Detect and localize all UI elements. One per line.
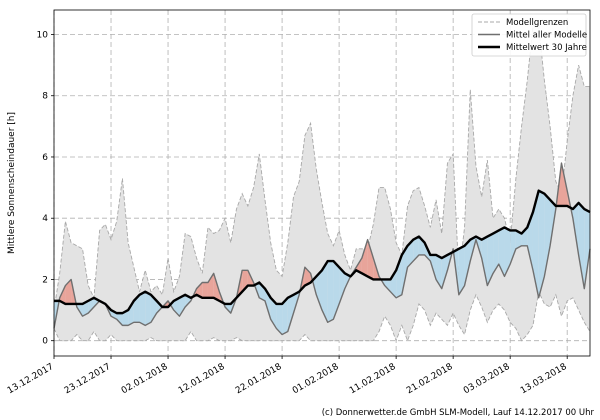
below-average-fill xyxy=(515,230,522,249)
below-average-fill xyxy=(128,300,134,326)
above-average-fill xyxy=(65,279,72,304)
below-average-fill xyxy=(316,270,322,311)
x-tick-label: 02.01.2018 xyxy=(120,362,170,397)
y-tick-label: 0 xyxy=(42,337,48,347)
below-average-fill xyxy=(150,294,157,323)
below-average-fill xyxy=(441,254,448,289)
below-average-fill xyxy=(287,294,294,332)
below-average-fill xyxy=(322,261,328,323)
y-tick-label: 8 xyxy=(42,92,48,102)
below-average-fill xyxy=(333,261,340,320)
legend-box xyxy=(471,13,587,57)
y-axis-title: Mittlere Sonnenscheindauer [h] xyxy=(7,112,17,254)
model-range-upper-line xyxy=(53,24,590,311)
plot-area xyxy=(53,9,591,357)
below-average-fill xyxy=(396,254,402,298)
below-average-fill xyxy=(584,209,590,289)
y-tick-layer: 0 2 4 6 8 10 xyxy=(37,30,54,347)
below-average-fill xyxy=(493,230,499,274)
above-average-fill xyxy=(361,239,368,277)
below-average-fill xyxy=(122,310,129,326)
legend-label: Mittelwert 30 Jahre xyxy=(506,43,587,53)
x-tick-label: 22.01.2018 xyxy=(234,362,284,397)
below-average-fill xyxy=(510,230,516,265)
y-tick-label: 6 xyxy=(42,153,48,163)
below-average-fill xyxy=(145,291,151,326)
below-average-fill xyxy=(390,270,397,298)
below-average-fill xyxy=(458,245,465,295)
y-tick-label: 10 xyxy=(37,30,49,40)
below-average-fill xyxy=(464,239,471,286)
below-average-fill xyxy=(401,245,408,295)
x-tick-label: 13.03.2018 xyxy=(519,362,569,397)
legend-label: Mittel aller Modelle xyxy=(506,31,587,41)
below-average-fill xyxy=(282,297,288,335)
below-average-fill xyxy=(339,267,345,304)
y-tick-label: 4 xyxy=(42,214,48,224)
below-average-fill xyxy=(504,227,511,277)
x-tick-label: 23.12.2017 xyxy=(63,362,113,396)
y-tick-label: 2 xyxy=(42,275,48,285)
below-average-fill xyxy=(578,202,585,289)
plot-frame xyxy=(53,9,591,357)
below-average-fill xyxy=(116,313,123,326)
below-average-fill xyxy=(384,279,391,292)
below-average-fill xyxy=(487,233,494,286)
x-tick-label: 21.02.2018 xyxy=(405,362,455,397)
below-average-fill xyxy=(179,294,186,317)
series-line-layer xyxy=(53,162,591,336)
below-average-fill xyxy=(327,261,334,323)
x-tick-label: 11.02.2018 xyxy=(348,362,398,397)
x-tick-layer: 13.12.2017 23.12.2017 02.01.2018 12.01.2018… xyxy=(6,356,569,396)
above-average-fill xyxy=(561,163,568,206)
below-average-fill xyxy=(139,291,146,326)
below-average-fill xyxy=(544,193,551,277)
below-average-fill xyxy=(481,236,488,286)
footer-credit: (c) Donnerwetter.de GmbH SLM-Modell, Lau… xyxy=(322,408,595,418)
below-average-fill xyxy=(413,236,419,262)
below-average-fill xyxy=(133,294,140,323)
x-tick-label: 12.01.2018 xyxy=(177,362,227,397)
x-tick-label: 13.12.2017 xyxy=(6,362,56,396)
thirty-year-average-line xyxy=(54,189,591,315)
legend-label: Modellgrenzen xyxy=(506,18,568,28)
x-tick-label: 03.03.2018 xyxy=(462,362,512,397)
below-average-fill xyxy=(82,300,89,317)
above-average-fill xyxy=(367,239,374,280)
above-average-fill xyxy=(207,273,214,298)
below-average-fill xyxy=(407,239,414,268)
legend: Modellgrenzen Mittel aller Modelle Mittelw… xyxy=(471,13,587,57)
above-average-fill xyxy=(202,282,208,298)
x-tick-label: 01.02.2018 xyxy=(291,362,341,397)
above-average-fill xyxy=(196,282,203,298)
below-average-fill xyxy=(538,190,545,298)
model-mean-line xyxy=(53,162,591,336)
below-average-fill xyxy=(88,297,94,314)
below-average-fill xyxy=(436,254,442,289)
above-average-fill xyxy=(356,258,362,274)
below-average-fill xyxy=(532,190,539,298)
below-average-fill xyxy=(498,227,505,277)
below-average-fill xyxy=(276,303,283,335)
